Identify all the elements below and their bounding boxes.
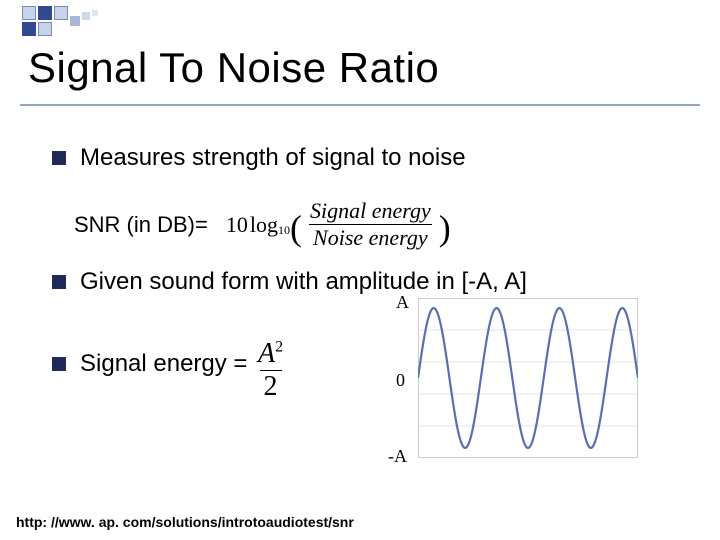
waveform-svg — [418, 298, 638, 458]
frac2-num-exp: 2 — [275, 339, 283, 356]
frac2-den: 2 — [260, 370, 282, 403]
snr-rhs: 10 log 10 ( Signal energy Noise energy ) — [226, 198, 451, 251]
frac2-num-base: A — [258, 338, 275, 369]
bullet-1-text: Measures strength of signal to noise — [80, 144, 466, 173]
snr-lhs: SNR (in DB)= — [74, 212, 208, 238]
title-rule — [20, 104, 700, 106]
snr-log: log — [250, 212, 278, 238]
snr-fraction: Signal energy Noise energy — [306, 198, 435, 251]
waveform-chart: A 0 -A — [418, 298, 648, 468]
bullet-marker — [52, 151, 66, 165]
bullet-marker — [52, 357, 66, 371]
bullet-3-text: Signal energy = — [80, 350, 247, 379]
slide: Signal To Noise Ratio Measures strength … — [0, 0, 720, 540]
corner-decoration — [22, 6, 102, 34]
wave-label-top: A — [396, 292, 409, 313]
snr-coef: 10 — [226, 212, 248, 238]
snr-den: Noise energy — [309, 224, 432, 251]
wave-label-mid: 0 — [396, 370, 405, 391]
snr-base: 10 — [278, 223, 290, 238]
slide-title: Signal To Noise Ratio — [28, 44, 439, 92]
snr-equation: SNR (in DB)= 10 log 10 ( Signal energy N… — [74, 198, 451, 251]
bullet-2-text: Given sound form with amplitude in [-A, … — [80, 268, 527, 297]
wave-label-bot: -A — [388, 446, 407, 467]
signal-energy-formula: A2 2 — [250, 338, 291, 403]
bullet-marker — [52, 275, 66, 289]
bullet-2: Given sound form with amplitude in [-A, … — [52, 268, 527, 297]
bullet-3: Signal energy = — [52, 350, 247, 379]
snr-num: Signal energy — [306, 198, 435, 224]
footer-url: http: //www. ap. com/solutions/introtoau… — [16, 514, 354, 530]
bullet-1: Measures strength of signal to noise — [52, 144, 466, 173]
